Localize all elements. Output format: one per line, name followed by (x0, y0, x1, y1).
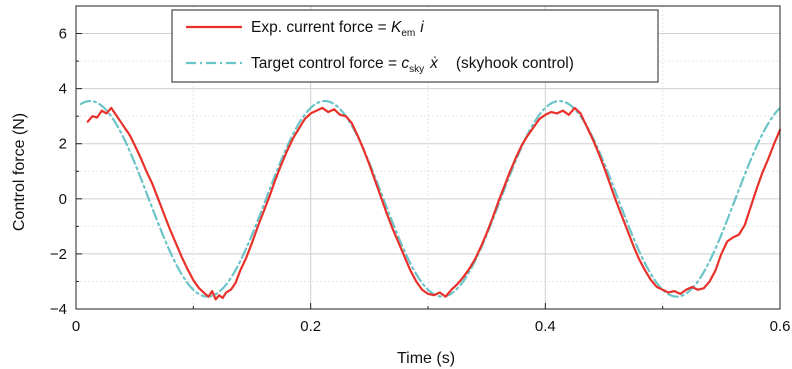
series-lines (79, 99, 782, 301)
y-axis-label: Control force (N) (11, 113, 28, 231)
legend-box (171, 9, 659, 83)
legend-label-target: Target control force = csky ẋ (skyhook con… (251, 55, 574, 75)
y-tick-label: 2 (59, 136, 67, 153)
legend: Exp. current force = Kem i Target control… (171, 9, 659, 83)
series-line-exp (86, 106, 782, 301)
x-tick-label: 0.4 (535, 318, 556, 335)
x-axis-label: Time (s) (397, 350, 455, 367)
y-tick-label: −4 (50, 301, 67, 318)
y-tick-label: 6 (59, 26, 67, 43)
x-tick-label: 0.2 (300, 318, 321, 335)
y-tick-label: 0 (59, 191, 67, 208)
legend-label-exp: Exp. current force = Kem i (251, 19, 424, 39)
x-tick-label: 0 (72, 318, 80, 335)
tick-labels: 0 0.2 0.4 0.6 −4 −2 0 2 4 6 (50, 26, 791, 335)
axis-ticks (75, 33, 781, 310)
y-tick-label: −2 (50, 246, 67, 263)
x-tick-label: 0.6 (770, 318, 791, 335)
y-tick-label: 4 (59, 81, 67, 98)
